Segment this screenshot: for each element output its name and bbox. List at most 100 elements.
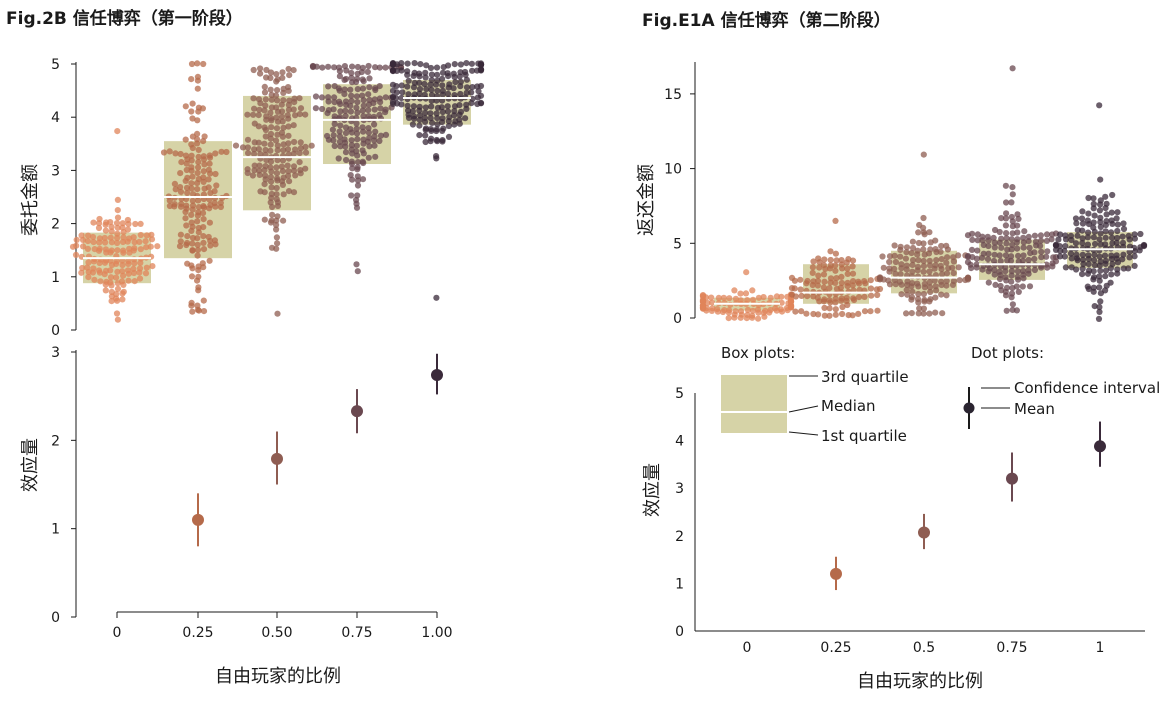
fig2b-top-dot — [200, 60, 207, 68]
fige1a-top-dot — [1102, 234, 1109, 241]
fig2b-top-dot — [267, 109, 274, 116]
fige1a-top-dot — [990, 257, 998, 265]
fige1a-top-dot — [1096, 207, 1103, 214]
fig2b-top-dot — [178, 159, 185, 166]
fig2b-top-dot — [409, 108, 416, 115]
fig2b-top-dot — [85, 232, 92, 239]
fig2b-top-dot — [251, 150, 258, 158]
fig2b-top-dot — [118, 278, 126, 285]
fig2b-top-dot — [297, 105, 305, 112]
fige1a-top-dot — [804, 277, 811, 285]
fige1a-top-dot — [1026, 283, 1034, 290]
fig2b-top-dot — [336, 114, 343, 121]
fig2b-top-dot — [285, 123, 292, 130]
fige1a-top-dot — [943, 259, 950, 266]
fig2b-top-dot — [245, 150, 252, 157]
fige1a-top-dot — [1020, 234, 1027, 241]
fige1a-top-dot — [832, 250, 840, 257]
fig2b-top-dot — [268, 178, 275, 185]
fig2b-top-dot — [416, 116, 423, 123]
fig2b-top-dot — [257, 65, 264, 72]
fig2b-top-dot — [285, 172, 292, 179]
fig2b-top-dot — [278, 163, 285, 170]
fig2b-top-dot — [274, 76, 281, 83]
fige1a-top-dot — [915, 290, 922, 298]
fig2b-top-dot — [427, 64, 435, 72]
fige1a-top-dot — [778, 293, 785, 300]
fig2b-top-dot — [218, 148, 225, 155]
fige1a-top-dot — [1057, 231, 1064, 238]
fig2b-top-dot — [335, 155, 342, 162]
fig2b-top-dot — [212, 170, 219, 178]
fige1a-top-dot — [997, 258, 1004, 265]
fig2b-top-dot — [273, 114, 280, 121]
fig2b-top-dot — [477, 66, 485, 73]
fige1a-top-dot — [708, 299, 716, 306]
fige1a-top-dot — [833, 257, 840, 264]
fige1a-top-dot — [1031, 255, 1038, 263]
fige1a-top-dot — [910, 257, 917, 264]
fige1a-top-dot — [949, 264, 956, 271]
fige1a-top-dot — [1101, 252, 1109, 259]
fig2b-top-dot — [200, 239, 207, 246]
fige1a-top-dot — [1014, 222, 1021, 229]
fige1a-top-dot — [1090, 234, 1097, 241]
fig2b-top-dot — [142, 238, 149, 245]
fig2b-top-dot — [354, 63, 361, 71]
fige1a-top-dot — [1090, 219, 1097, 226]
fig2b-top-dot — [347, 172, 354, 179]
fig2b-top-dot — [377, 132, 385, 139]
fige1a-top-dot — [1038, 248, 1045, 255]
fige1a-top-dot — [1096, 308, 1103, 315]
fig2b-top-dot — [290, 167, 298, 174]
fig2b-top-dot — [126, 245, 133, 252]
fige1a-top-dot — [844, 270, 851, 277]
fige1a-top-dot — [1052, 242, 1060, 249]
fige1a-top-dot — [749, 312, 756, 319]
fig2b-top-dot — [261, 107, 268, 114]
fig2b-top-dot — [108, 228, 115, 235]
fig2b-top-dot — [267, 147, 274, 154]
fige1a-top-dot — [1037, 242, 1044, 249]
fig2b-top-dot — [195, 273, 202, 280]
fig2b-top-dot — [398, 67, 405, 74]
fige1a-top-dot — [1032, 238, 1039, 245]
fig2b-top-dot — [114, 230, 121, 237]
fig2b-top-dot — [273, 221, 280, 229]
fig2b-top-dot — [80, 243, 87, 250]
fige1a-top-dot — [838, 261, 845, 268]
fige1a-top-dot — [1103, 200, 1110, 207]
fige1a-top-dot — [903, 286, 910, 294]
fige1a-top-dot — [726, 307, 733, 314]
fig2b-top-dot — [354, 173, 361, 180]
fig2b-top-dot — [194, 218, 201, 225]
fig2b-top-dot — [371, 142, 378, 149]
fig2b-top-dot — [200, 308, 208, 315]
fig2b-top-dot — [433, 64, 441, 71]
fige1a-top-dot — [926, 284, 934, 291]
fig2b-top-dot — [342, 149, 350, 156]
fige1a-top-dot — [1102, 257, 1109, 264]
fig2b-top-dot — [422, 74, 429, 81]
fige1a-top-dot — [810, 258, 817, 265]
fig2b-top-dot — [366, 96, 373, 104]
fig2b-top-dot — [182, 136, 189, 143]
fige1a-top-dot — [809, 264, 817, 271]
fige1a-top-dot — [1008, 272, 1015, 279]
fig2b-top-dot — [268, 96, 275, 103]
fige1a-top-dot — [755, 294, 763, 301]
fig2b-top-dot — [372, 64, 379, 71]
fig2b-top-dot — [444, 103, 451, 110]
fig2b-top-dot — [456, 102, 463, 109]
fig2b-top-dot — [284, 146, 292, 153]
fig2b-top-dot — [290, 67, 297, 74]
fige1a-top-dot — [749, 296, 757, 303]
fige1a-xlabel: 自由玩家的比例 — [857, 671, 983, 692]
fige1a-top-dot — [833, 275, 840, 282]
fige1a-top-dot — [1097, 241, 1104, 248]
fige1a-top-dot — [832, 267, 839, 274]
fig2b-top-dot — [96, 235, 103, 242]
fig2b-top-dot — [359, 176, 367, 183]
